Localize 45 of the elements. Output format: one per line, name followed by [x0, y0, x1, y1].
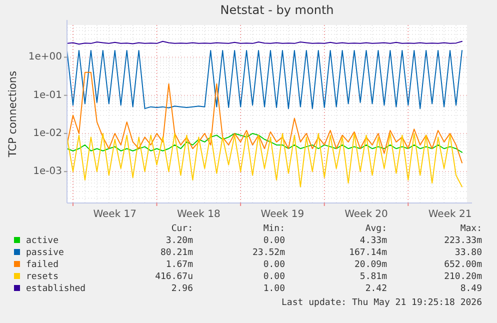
x-tick-label: Week 18 [177, 209, 220, 220]
text: 0.00 [263, 236, 285, 246]
text: 2.96 [171, 284, 193, 294]
text: 8.49 [460, 284, 482, 294]
text: 167.14m [349, 248, 387, 258]
y-tick-label: 1e-02 [33, 128, 62, 139]
text: Avg: [365, 224, 387, 234]
text: Min: [263, 224, 285, 234]
y-tick-label: 1e-03 [33, 166, 62, 178]
line-series [66, 132, 463, 153]
legend-label: resets [26, 272, 59, 282]
text: 1.67m [166, 260, 193, 270]
legend-label: active [26, 236, 59, 246]
text: Last update: Thu May 21 19:25:18 2026 [282, 298, 482, 308]
text: 20.09m [354, 260, 387, 270]
text: Max: [460, 224, 482, 234]
text: 4.33m [360, 236, 387, 246]
text: 0.00 [263, 272, 285, 282]
line-series [66, 72, 463, 164]
text: 3.20m [166, 236, 193, 246]
text: 33.80 [454, 248, 482, 258]
text: Cur: [171, 224, 193, 234]
text: 1.00 [263, 284, 285, 294]
legend-label: passive [26, 248, 64, 258]
x-tick-label: Week 20 [344, 209, 388, 220]
y-tick-label: 1e+00 [28, 52, 62, 63]
legend-label: established [26, 284, 86, 294]
y-axis-title: TCP connections [7, 70, 19, 158]
chart-title: Netstat - by month [220, 3, 334, 17]
text: 80.21m [160, 248, 193, 258]
text: 210.20m [444, 272, 482, 282]
legend-label: failed [26, 260, 59, 270]
text: 223.33m [444, 236, 482, 246]
text: 416.67u [155, 272, 193, 282]
y-tick-label: 1e-01 [33, 90, 62, 101]
text: 0.00 [263, 260, 285, 270]
text: 5.81m [360, 272, 387, 282]
text: 652.00m [444, 260, 482, 270]
line-series [66, 50, 463, 110]
text: 2.42 [365, 284, 387, 294]
x-tick-label: Week 21 [428, 209, 472, 220]
line-series [66, 132, 463, 188]
x-tick-label: Week 19 [260, 209, 304, 220]
x-tick-label: Week 17 [93, 209, 137, 220]
text: 23.52m [252, 248, 285, 258]
